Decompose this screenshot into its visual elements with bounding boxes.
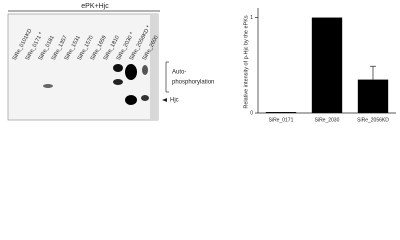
- blot-lane-edge: [150, 14, 158, 120]
- band: [142, 65, 148, 75]
- chart: Relative intensity of p-Hjc by the ePKs …: [243, 8, 396, 123]
- band: [125, 64, 137, 80]
- band: [43, 84, 53, 88]
- band: [113, 64, 123, 72]
- bar: [265, 112, 297, 113]
- x-tick-label: SiRe_2056KD: [357, 117, 389, 123]
- band: [125, 95, 137, 105]
- band: [141, 95, 149, 101]
- bar: [357, 79, 389, 113]
- y-axis-label: Relative intensity of p-Hjc by the ePKs: [243, 15, 249, 108]
- blot-header: ePK+Hjc: [81, 3, 109, 10]
- annotation: Auto-: [172, 70, 186, 76]
- annotation: Hjc: [170, 98, 179, 104]
- arrow: [162, 98, 167, 102]
- y-tick-label: 1: [250, 15, 253, 21]
- x-tick-label: SiRe_0171: [269, 117, 294, 123]
- annotation: phosphorylation: [172, 80, 214, 86]
- bar: [311, 17, 343, 113]
- y-tick-label: 0: [250, 110, 253, 116]
- page: ePK+Hjc SiRe_0101KD SiRe_0171 * SiRe_0181 S…: [7, 2, 396, 124]
- band: [113, 79, 123, 85]
- x-tick-label: SiRe_2030: [315, 117, 340, 123]
